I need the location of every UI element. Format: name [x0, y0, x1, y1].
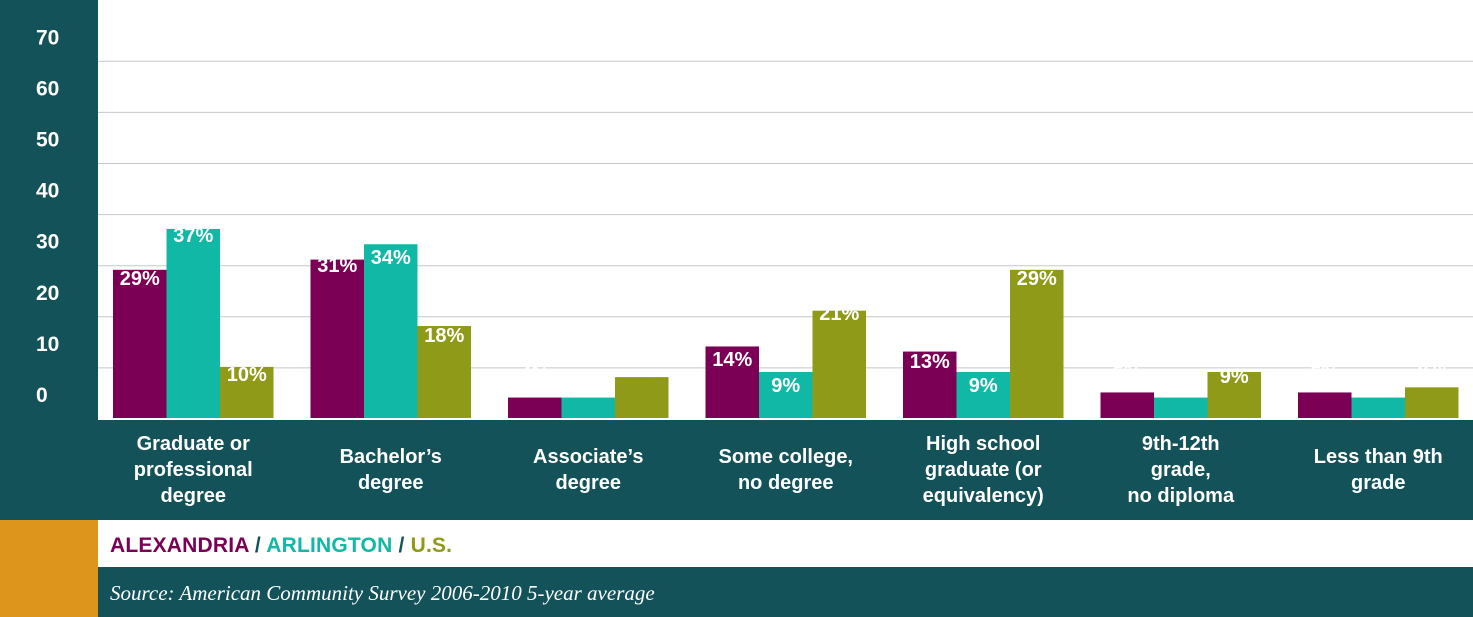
y-tick-label: 70: [36, 26, 59, 49]
category-label: Less than 9th: [1314, 446, 1443, 468]
bar: [615, 377, 669, 418]
category-label: professional: [134, 459, 253, 481]
data-label: 34%: [371, 247, 411, 269]
y-axis-panel: [0, 0, 98, 520]
legend-entry: ARLINGTON: [266, 534, 393, 557]
category-label: equivalency): [923, 485, 1044, 507]
data-label: 5%: [1310, 363, 1339, 385]
bar: [113, 269, 167, 418]
y-tick-label: 0: [36, 384, 48, 407]
y-tick-label: 10: [36, 333, 59, 356]
legend-row: ALEXANDRIA / ARLINGTON / U.S.: [98, 520, 1473, 567]
bar: [1010, 269, 1064, 418]
y-tick-label: 30: [36, 231, 59, 254]
data-label: 4%: [574, 367, 603, 389]
category-label: 9th-12th: [1142, 433, 1220, 455]
y-tick-label: 60: [36, 77, 59, 100]
data-label: 14%: [712, 349, 752, 371]
y-tick-label: 40: [36, 180, 59, 203]
category-label: Some college,: [719, 446, 854, 468]
bar: [1298, 392, 1352, 418]
bar: [705, 346, 759, 418]
legend-separator: /: [392, 534, 411, 557]
legend-separator: /: [248, 534, 267, 557]
category-label: degree: [160, 485, 226, 507]
category-label: grade: [1351, 472, 1405, 494]
data-label: 9%: [969, 375, 998, 397]
bar: [1154, 397, 1208, 418]
data-label: 21%: [819, 303, 859, 325]
category-label: no degree: [738, 472, 834, 494]
bar: [1405, 387, 1459, 418]
data-label: 4%: [1364, 366, 1393, 388]
category-label: grade,: [1151, 459, 1211, 481]
data-label: 6%: [1417, 354, 1446, 376]
category-label: no diploma: [1127, 485, 1235, 507]
bar: [220, 366, 274, 418]
bar: [956, 372, 1010, 418]
source-row: Source: American Community Survey 2006-2…: [98, 567, 1473, 617]
bar: [1207, 372, 1261, 418]
data-label: 13%: [910, 351, 950, 373]
legend: ALEXANDRIA / ARLINGTON / U.S.: [110, 534, 452, 558]
bar: [812, 310, 866, 418]
source-note: Source: American Community Survey 2006-2…: [110, 581, 655, 605]
data-label: 4%: [1166, 371, 1195, 393]
bar: [417, 326, 471, 418]
data-label: 31%: [317, 255, 357, 277]
accent-block: [0, 520, 98, 617]
category-label: High school: [926, 433, 1040, 455]
category-label: graduate (or: [925, 459, 1042, 481]
y-tick-label: 50: [36, 129, 59, 152]
data-label: 29%: [120, 268, 160, 290]
bar: [759, 372, 813, 418]
data-label: 29%: [1017, 268, 1057, 290]
data-label: 4%: [520, 364, 549, 386]
data-label: 9%: [771, 375, 800, 397]
bar: [561, 397, 615, 418]
y-tick-label: 20: [36, 282, 59, 305]
data-label: 9%: [1220, 366, 1249, 388]
data-label: 18%: [424, 325, 464, 347]
bar: [310, 259, 364, 418]
bar: [508, 397, 562, 418]
category-label: degree: [358, 472, 424, 494]
legend-entry: ALEXANDRIA: [110, 534, 249, 557]
data-label: 37%: [173, 225, 213, 247]
data-label: 8%: [627, 348, 656, 370]
bar: [903, 351, 957, 418]
category-label: Graduate or: [137, 433, 251, 455]
bar: [1100, 392, 1154, 418]
bar: [364, 244, 418, 418]
bar-chart: 0 10 20 30 40 50 60 70 29% 37% 10% Graduate or profe…: [36, 26, 1473, 507]
bar: [1351, 397, 1405, 418]
category-label: Associate’s: [533, 446, 643, 468]
category-label-band: [98, 420, 1473, 520]
bar: [166, 228, 220, 418]
category-label: degree: [555, 472, 621, 494]
legend-entry: U.S.: [410, 534, 453, 557]
data-label: 5%: [1113, 363, 1142, 385]
category-label: Bachelor’s: [340, 446, 442, 468]
data-label: 10%: [227, 364, 267, 386]
